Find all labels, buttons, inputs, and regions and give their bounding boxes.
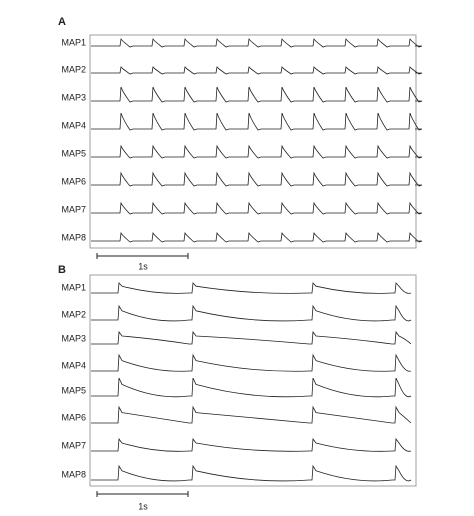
panel-frame <box>89 34 417 249</box>
trace-label: MAP5 <box>61 148 86 158</box>
trace-label: MAP3 <box>61 333 86 343</box>
trace <box>91 112 423 131</box>
scale-bar-label: 1s <box>138 501 148 511</box>
trace-label: MAP8 <box>61 469 86 479</box>
trace <box>91 86 423 103</box>
trace-label: MAP2 <box>61 309 86 319</box>
trace-label: MAP6 <box>61 412 86 422</box>
trace-label: MAP5 <box>61 385 86 395</box>
panel-label: A <box>58 16 66 28</box>
trace-label: MAP4 <box>61 360 86 370</box>
panel-label: B <box>58 264 66 276</box>
trace-label: MAP1 <box>61 37 86 47</box>
trace <box>91 405 412 424</box>
trace <box>91 201 423 215</box>
trace-label: MAP7 <box>61 204 86 214</box>
trace <box>91 38 423 48</box>
trace <box>91 304 412 322</box>
trace-label: MAP4 <box>61 120 86 130</box>
trace <box>91 282 412 294</box>
trace <box>91 377 412 398</box>
trace <box>91 66 423 75</box>
trace-label: MAP2 <box>61 64 86 74</box>
trace <box>91 437 412 452</box>
trace-label: MAP8 <box>61 232 86 242</box>
trace <box>91 330 412 345</box>
trace <box>91 353 412 372</box>
trace <box>91 464 412 482</box>
trace-label: MAP3 <box>61 92 86 102</box>
trace <box>91 171 423 187</box>
trace <box>91 231 423 243</box>
panel-frame <box>89 274 417 487</box>
trace-label: MAP7 <box>61 440 86 450</box>
trace-label: MAP1 <box>61 282 86 292</box>
trace <box>91 144 423 159</box>
scale-bar-label: 1s <box>138 261 148 271</box>
trace-label: MAP6 <box>61 176 86 186</box>
